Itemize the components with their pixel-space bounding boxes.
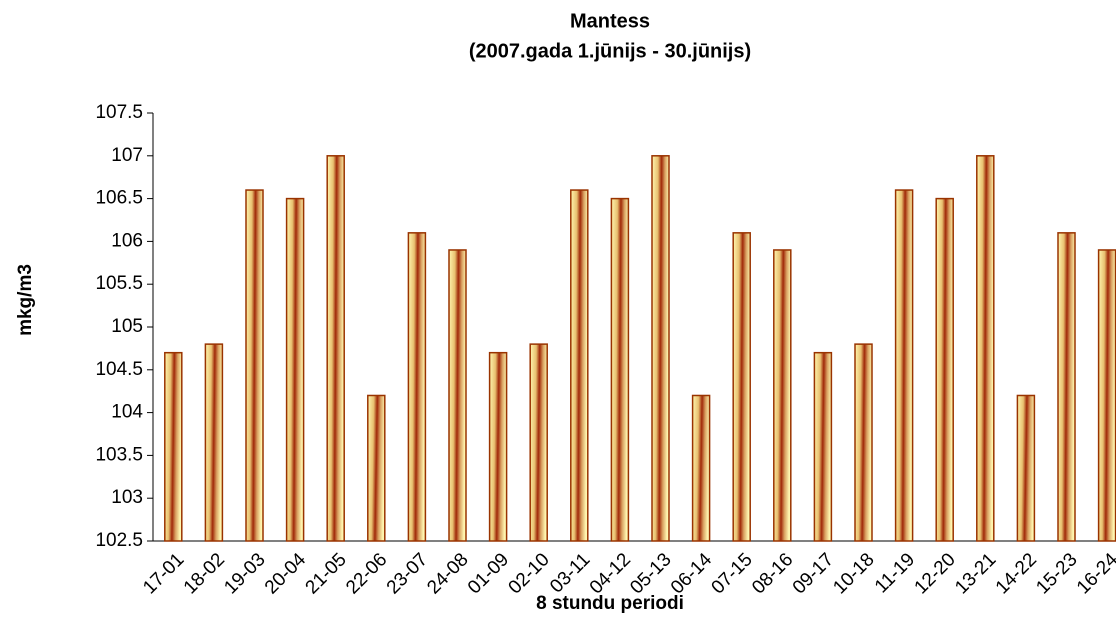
y-tick-label: 107.5 — [95, 102, 143, 123]
y-tick-label: 106 — [111, 230, 143, 251]
chart-title: Mantess — [570, 10, 650, 32]
x-tick-label: 02-10 — [505, 549, 554, 598]
bar — [164, 351, 183, 542]
x-tick-label: 11-19 — [871, 549, 919, 597]
x-tick-label: 08-16 — [748, 549, 797, 598]
x-tick-label: 03-11 — [546, 549, 594, 597]
x-tick-label: 17-01 — [139, 549, 188, 598]
bar — [570, 189, 589, 542]
bar — [367, 394, 386, 542]
x-tick-label: 01-09 — [464, 549, 513, 598]
y-tick-label: 106.5 — [95, 188, 143, 209]
x-tick-label: 14-22 — [992, 549, 1041, 598]
x-tick-label: 10-18 — [829, 549, 878, 598]
x-tick-label: 16-24 — [1073, 549, 1116, 599]
x-tick-label: 09-17 — [789, 549, 838, 598]
bar — [448, 249, 467, 542]
x-tick-label: 05-13 — [626, 549, 675, 598]
bar — [854, 343, 873, 542]
bar — [691, 394, 711, 542]
bar — [1097, 249, 1116, 542]
y-tick-label: 102.5 — [95, 530, 143, 551]
bar — [488, 351, 508, 542]
bar — [245, 189, 264, 542]
bar — [407, 232, 427, 542]
bar — [976, 155, 995, 542]
bar — [529, 343, 548, 542]
x-tick-label: 20-04 — [261, 549, 311, 599]
x-tick-label: 19-03 — [220, 549, 269, 598]
bar — [1016, 394, 1036, 542]
bar — [204, 343, 224, 542]
bar — [935, 197, 954, 542]
bar — [651, 155, 670, 542]
y-tick-label: 107 — [111, 145, 143, 166]
x-tick-label: 23-07 — [383, 549, 432, 598]
x-tick-label: 06-14 — [667, 549, 717, 599]
y-tick-label: 105 — [111, 316, 143, 337]
x-tick-label: 21-05 — [302, 549, 351, 598]
x-tick-label: 04-12 — [586, 549, 635, 598]
chart-subtitle: (2007.gada 1.jūnijs - 30.jūnijs) — [469, 40, 751, 62]
bar — [894, 189, 914, 542]
y-tick-label: 103 — [111, 487, 143, 508]
x-tick-label: 15-23 — [1032, 549, 1081, 598]
x-tick-label: 07-15 — [708, 549, 757, 598]
y-tick-label: 103.5 — [95, 444, 143, 465]
y-tick-label: 104.5 — [95, 359, 143, 380]
bar — [326, 155, 345, 542]
bar — [610, 197, 630, 542]
bar — [813, 351, 833, 542]
y-tick-label: 104 — [111, 402, 143, 423]
y-tick-label: 105.5 — [95, 273, 143, 294]
x-axis-title: 8 stundu periodi — [536, 593, 684, 614]
y-axis-title: mkg/m3 — [15, 264, 36, 336]
x-tick-label: 22-06 — [342, 549, 391, 598]
bar — [732, 232, 751, 542]
x-tick-label: 24-08 — [423, 549, 472, 598]
bar — [1057, 232, 1076, 542]
x-tick-label: 12-20 — [911, 549, 960, 598]
x-tick-label: 18-02 — [180, 549, 229, 598]
bar — [285, 197, 305, 542]
x-tick-label: 13-21 — [951, 549, 1000, 598]
bar — [773, 249, 792, 542]
